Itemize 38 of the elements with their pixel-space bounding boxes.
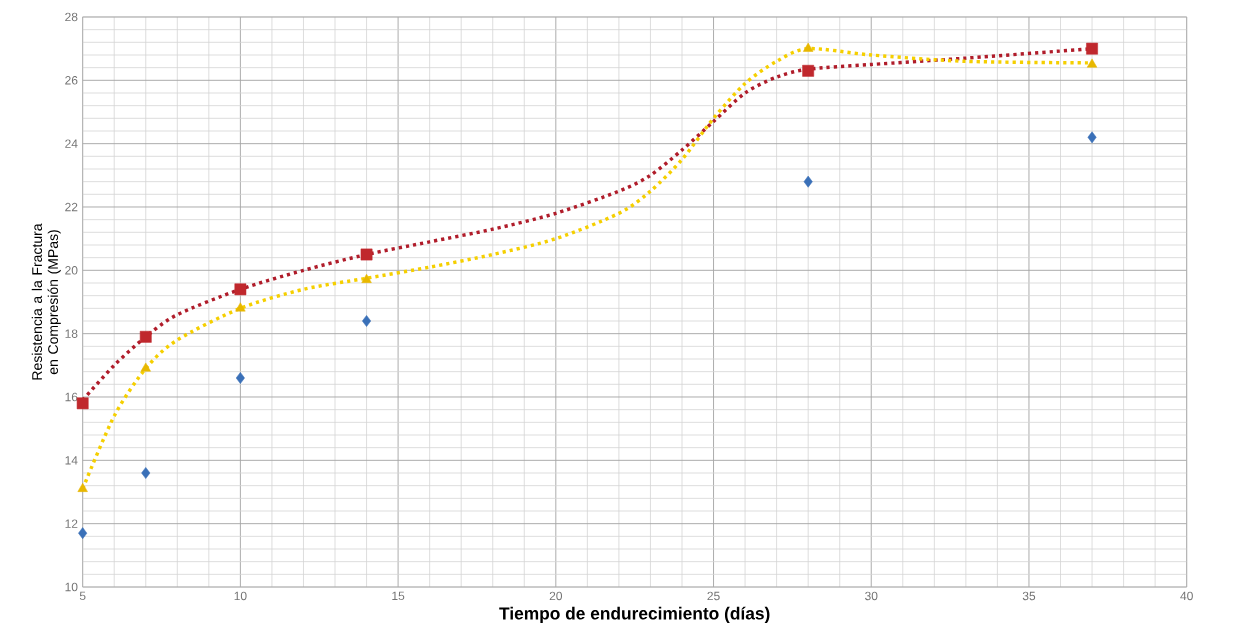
point — [803, 42, 814, 52]
y-tick-label: 24 — [65, 139, 78, 148]
x-tick-label: 10 — [234, 591, 247, 601]
x-tick-label: 15 — [392, 591, 405, 601]
x-tick-label: 35 — [1022, 591, 1036, 601]
point — [141, 467, 151, 479]
x-axis-title: Tiempo de endurecimiento (días) — [499, 606, 770, 623]
point — [1086, 42, 1098, 55]
y-tick-label: 28 — [65, 12, 78, 22]
point — [76, 397, 89, 410]
point — [361, 273, 372, 283]
point — [139, 330, 152, 343]
point — [360, 248, 373, 261]
y-tick-label: 12 — [65, 519, 78, 528]
point — [1086, 58, 1098, 68]
point — [235, 302, 246, 312]
x-tick-label: 40 — [1180, 591, 1193, 601]
point — [803, 175, 813, 188]
point — [78, 527, 88, 540]
x-tick-label: 20 — [549, 591, 563, 601]
y-tick-label: 22 — [65, 202, 78, 212]
x-tick-label: 25 — [707, 591, 720, 601]
y-tick-label: 16 — [65, 392, 78, 402]
y-tick-label: 14 — [65, 456, 78, 465]
y-tick-label: 18 — [65, 329, 78, 338]
point — [140, 362, 151, 372]
point — [362, 315, 372, 327]
x-tick-label: 5 — [79, 591, 86, 601]
y-tick-label: 10 — [65, 582, 78, 592]
point — [235, 372, 245, 384]
point — [234, 283, 247, 296]
y-tick-label: 20 — [65, 266, 78, 275]
point — [802, 64, 815, 77]
y-axis-title: Resistencia a la Fractura en Compresión (MPas) — [31, 223, 61, 380]
point — [77, 482, 88, 492]
point — [1087, 131, 1097, 144]
x-tick-label: 30 — [865, 591, 878, 601]
y-tick-label: 26 — [65, 76, 78, 85]
